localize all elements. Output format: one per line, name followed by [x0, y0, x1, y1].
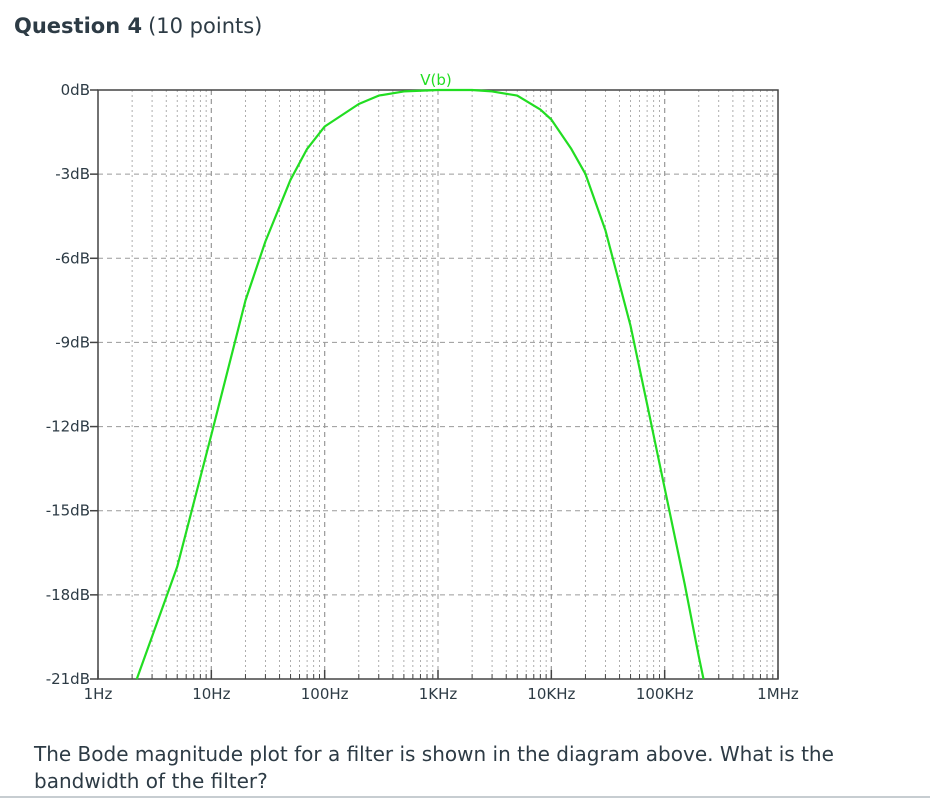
y-tick-label: -21dB [46, 670, 90, 688]
axes [90, 89, 779, 680]
series-line-v-b [135, 88, 705, 680]
question-text: The Bode magnitude plot for a filter is … [34, 742, 834, 793]
x-tick-label: 100Hz [301, 685, 349, 703]
y-tick-label: 0dB [61, 81, 90, 99]
y-tick-label: -9dB [55, 333, 90, 351]
x-tick-label: 1KHz [419, 685, 458, 703]
y-tick-label: -6dB [55, 249, 90, 267]
y-tick-label: -18dB [46, 586, 90, 604]
y-tick-label: -3dB [55, 165, 90, 183]
y-tick-label: -15dB [46, 502, 90, 520]
grid [97, 89, 779, 680]
x-tick-label: 100KHz [636, 685, 694, 703]
x-tick-label: 1Hz [84, 685, 113, 703]
x-tick-label: 10Hz [192, 685, 230, 703]
legend-label: V(b) [420, 71, 452, 89]
series-layer [135, 88, 705, 680]
x-tick-label: 10KHz [527, 685, 575, 703]
x-tick-label: 1MHz [757, 685, 799, 703]
question-title: Question 4 [14, 14, 143, 38]
legend: V(b) [420, 71, 452, 89]
y-tick-label: -12dB [46, 418, 90, 436]
question-header: Question 4 (10 points) [14, 14, 262, 38]
question-points: (10 points) [148, 14, 263, 38]
divider [0, 796, 930, 798]
